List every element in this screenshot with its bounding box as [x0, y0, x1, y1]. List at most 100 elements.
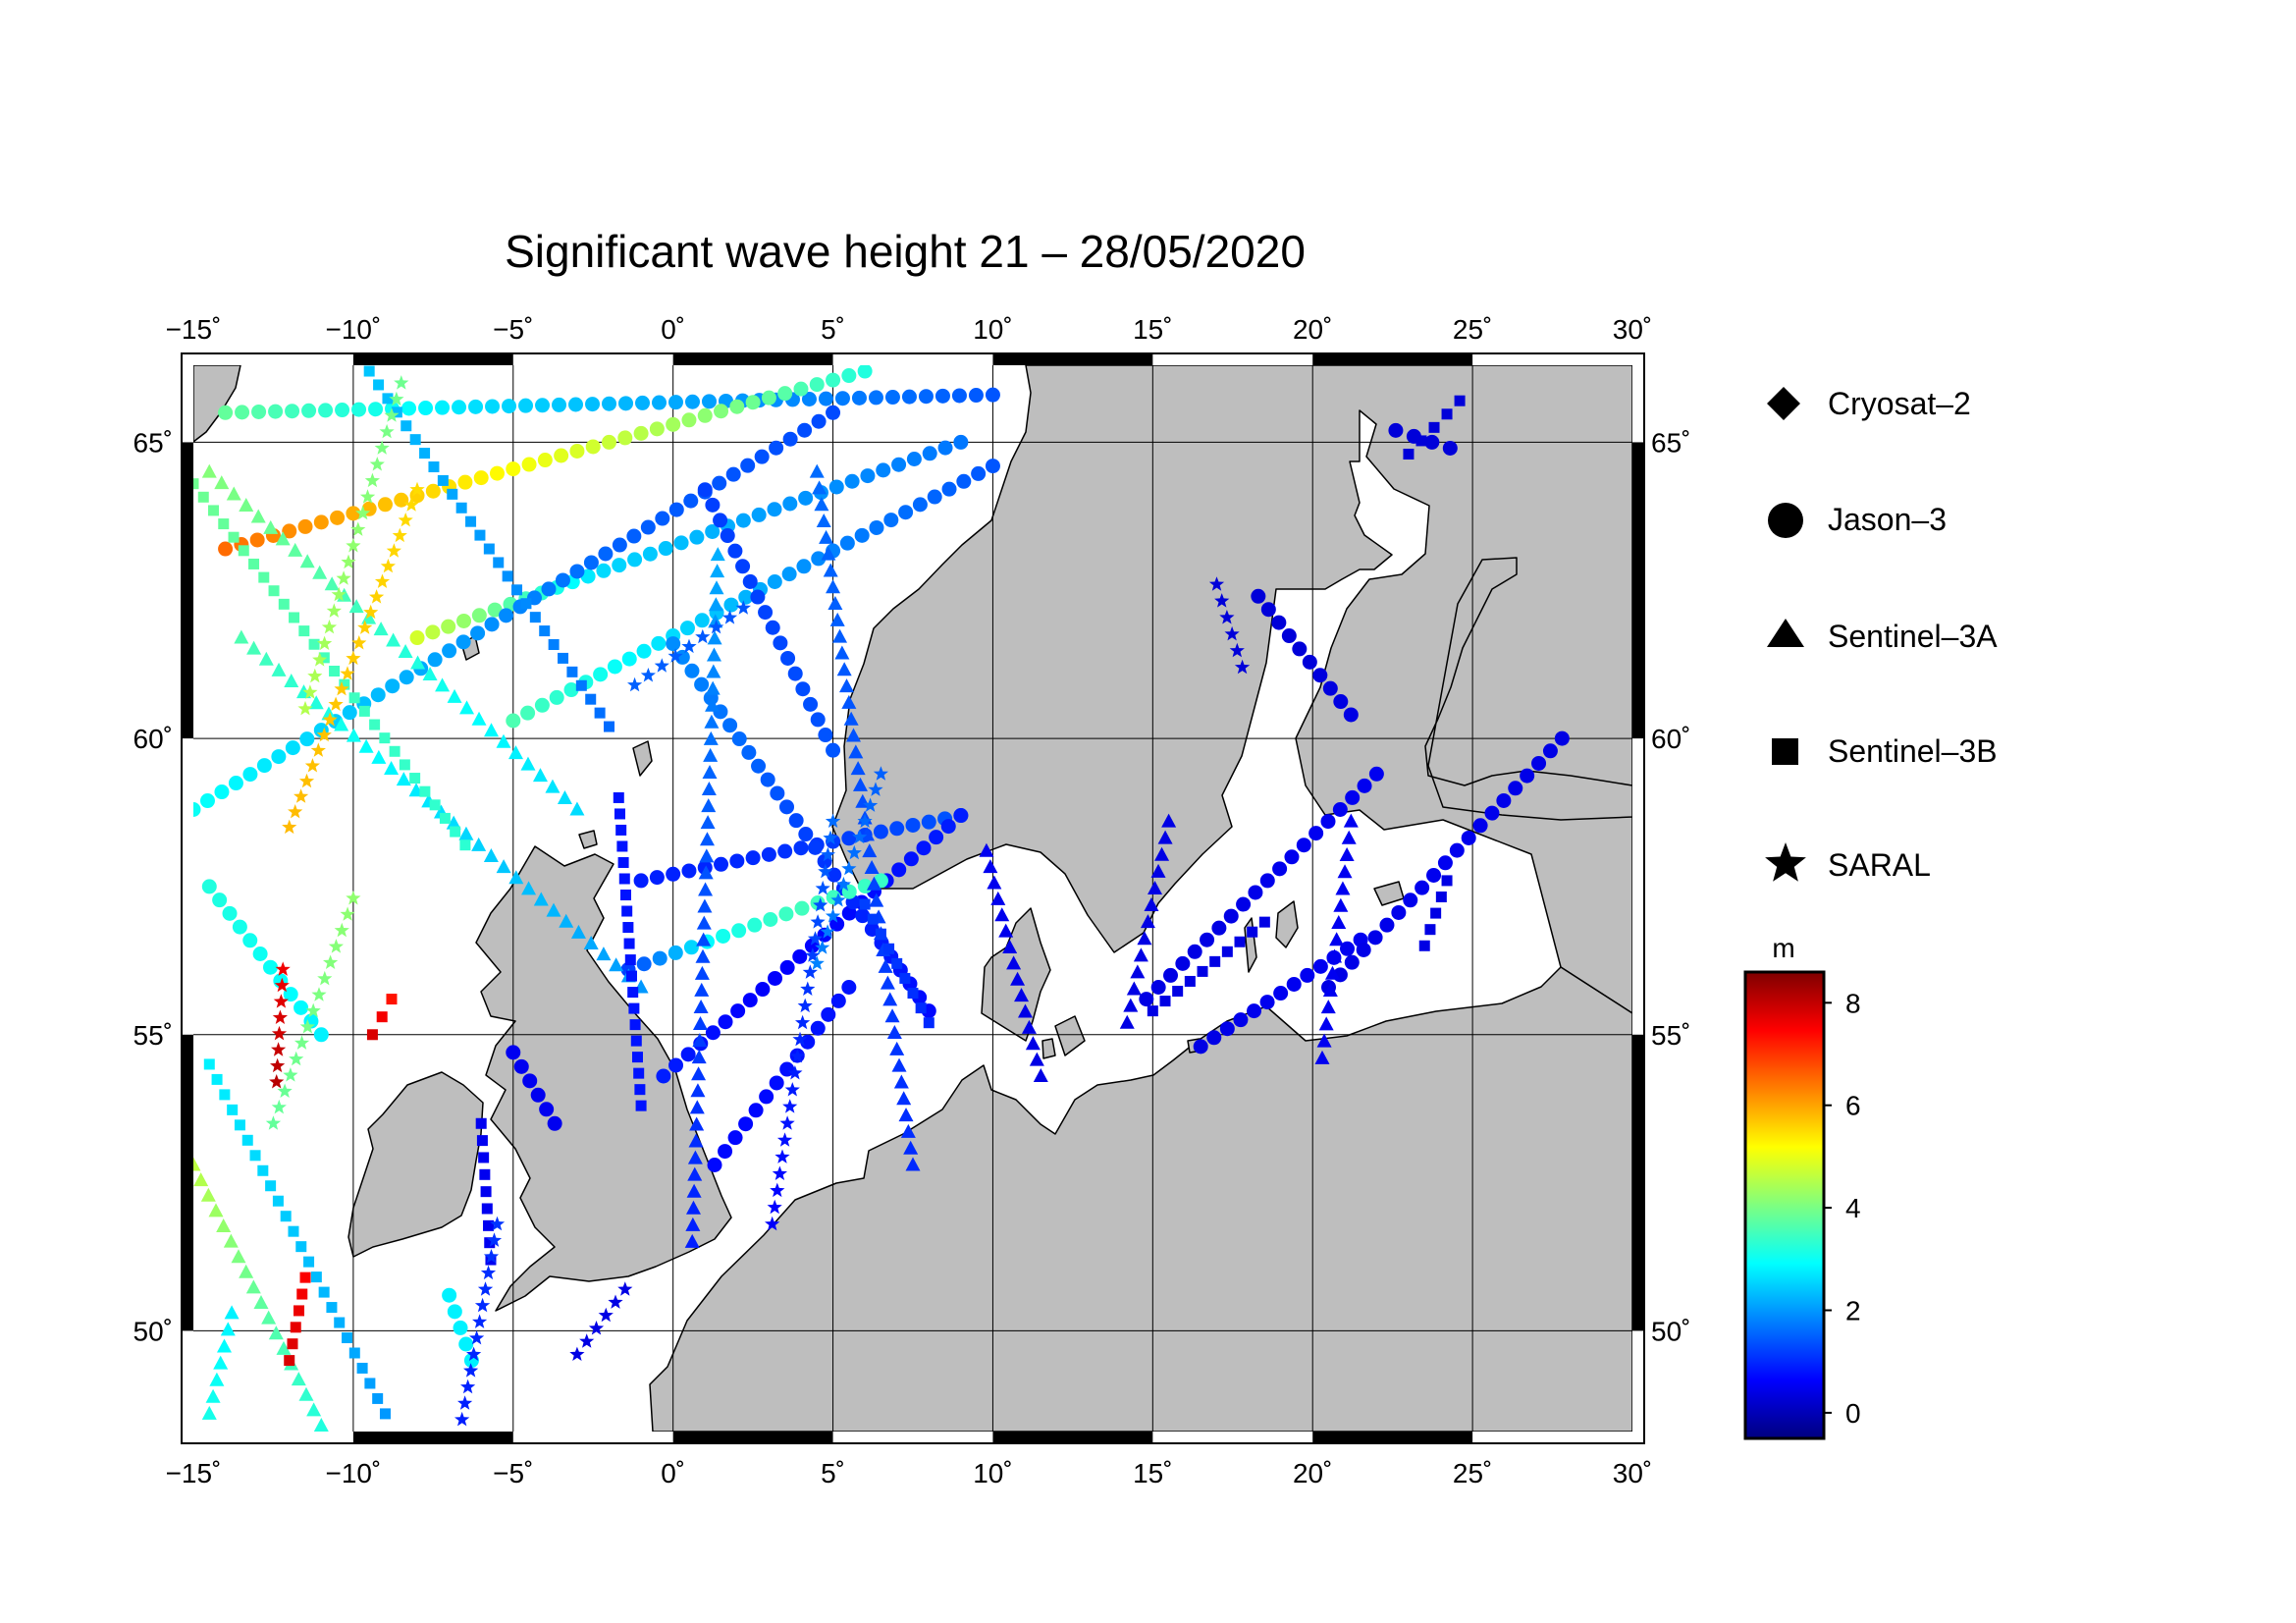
data-point-square [366, 1029, 378, 1041]
data-point-star [588, 1321, 605, 1335]
data-point-star [346, 891, 361, 905]
data-point-circle [193, 802, 201, 817]
data-point-triangle [231, 1249, 246, 1264]
data-point-triangle [1341, 830, 1357, 844]
data-point-star [797, 998, 813, 1013]
data-point-star [654, 658, 669, 673]
data-point-star [336, 570, 351, 585]
data-point-circle [694, 676, 710, 692]
data-point-triangle [471, 711, 487, 726]
frame-bar [182, 1034, 193, 1331]
data-point-square [1424, 924, 1436, 936]
data-point-circle [666, 636, 681, 652]
data-point-triangle [708, 597, 723, 612]
data-point-circle [1356, 942, 1371, 957]
data-point-star [782, 1099, 798, 1113]
data-point-circle [748, 1103, 764, 1118]
data-point-triangle [214, 475, 230, 490]
data-point-triangle [373, 622, 389, 636]
data-point-circle [769, 440, 784, 456]
data-point-star [310, 742, 326, 757]
data-point-circle [214, 784, 230, 800]
frame-bar [352, 353, 513, 365]
data-point-triangle [471, 837, 487, 851]
data-point-circle [681, 412, 697, 428]
data-point-circle [652, 950, 667, 966]
data-point-star [294, 1035, 310, 1050]
data-point-triangle [691, 1050, 707, 1064]
square-icon [1772, 738, 1798, 765]
data-point-square [1403, 449, 1415, 460]
data-point-circle [1379, 917, 1395, 933]
data-point-triangle [709, 580, 724, 595]
data-point-circle [684, 394, 700, 409]
data-point-triangle [1025, 1036, 1041, 1051]
colorbar-tick-label: 2 [1845, 1296, 1861, 1326]
data-point-circle [971, 465, 987, 481]
colorbar-tick-label: 6 [1845, 1091, 1861, 1121]
data-point-square [218, 518, 230, 530]
data-point-triangle [253, 1295, 269, 1310]
land-great-britain [475, 845, 732, 1312]
data-point-star [852, 829, 868, 844]
data-point-star [810, 914, 826, 929]
data-point-circle [297, 518, 313, 534]
data-point-circle [635, 395, 651, 410]
data-point-circle [770, 785, 785, 801]
legend-label: Cryosat–2 [1828, 386, 1971, 421]
data-point-star [1214, 593, 1230, 608]
data-point-circle [385, 678, 400, 694]
data-point-star [374, 573, 391, 588]
data-point-triangle [271, 662, 287, 676]
data-point-circle [767, 573, 782, 589]
data-point-triangle [496, 859, 511, 874]
data-point-triangle [1029, 1052, 1044, 1066]
data-point-circle [758, 605, 774, 621]
data-point-circle [684, 663, 700, 678]
data-point-triangle [1148, 880, 1163, 894]
data-point-circle [818, 728, 833, 743]
data-point-square [502, 570, 513, 582]
data-point-triangle [545, 779, 561, 793]
data-point-square [409, 434, 421, 446]
data-point-square [400, 420, 412, 432]
data-point-triangle [850, 761, 866, 776]
data-point-triangle [313, 1417, 329, 1432]
data-point-triangle [239, 1264, 254, 1278]
data-point-square [238, 545, 249, 557]
data-point-square [529, 612, 541, 623]
data-point-circle [905, 817, 921, 833]
data-point-triangle [1339, 847, 1355, 862]
data-point-circle [747, 917, 763, 933]
data-point-star [312, 652, 328, 667]
data-point-square [1435, 891, 1447, 902]
data-point-circle [1426, 867, 1442, 883]
data-point-square [1428, 421, 1440, 433]
data-point-circle [455, 634, 471, 650]
data-point-triangle [845, 728, 861, 742]
data-point-circle [506, 461, 521, 477]
data-point-star [272, 1009, 288, 1024]
data-point-star [288, 804, 303, 819]
data-point-square [409, 773, 421, 784]
data-point-square [617, 856, 629, 868]
data-point-triangle [1161, 813, 1177, 828]
data-point-square [634, 1084, 646, 1096]
legend-label: Jason–3 [1828, 502, 1947, 537]
data-point-circle [249, 532, 265, 548]
lon-tick-label: 25˚ [1453, 314, 1492, 345]
data-point-square [615, 824, 627, 836]
data-point-square [419, 785, 431, 797]
data-point-triangle [446, 815, 461, 830]
data-point-triangle [299, 554, 315, 568]
data-point-circle [1320, 814, 1336, 830]
lon-tick-label: 5˚ [821, 314, 845, 345]
data-point-circle [680, 1047, 696, 1062]
data-point-square [1454, 395, 1466, 406]
data-point-circle [730, 1003, 746, 1019]
data-point-circle [283, 987, 298, 1002]
data-point-triangle [569, 801, 585, 816]
data-point-square [907, 988, 919, 1000]
data-point-square [480, 1186, 492, 1198]
data-point-circle [1286, 976, 1302, 992]
